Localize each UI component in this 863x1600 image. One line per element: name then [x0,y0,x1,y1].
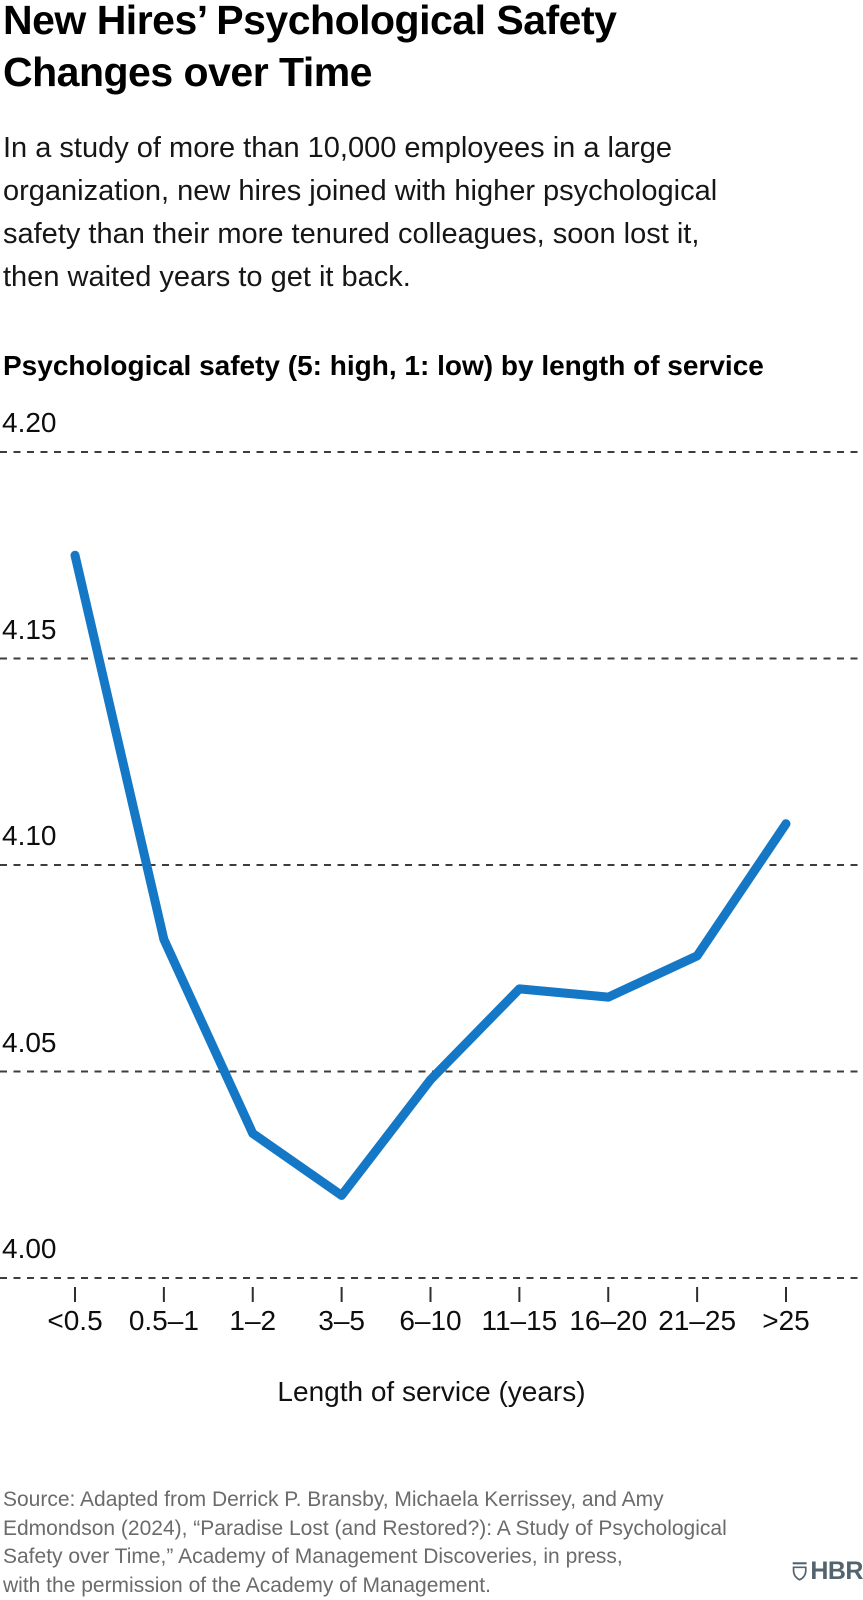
x-axis-label: <0.5 [47,1305,103,1336]
source-line: Source: Adapted from Derrick P. Bransby,… [3,1488,664,1511]
intro-line: then waited years to get it back. [3,261,411,293]
page-title-line: New Hires’ Psychological Safety [3,0,617,43]
x-axis-label: 3–5 [318,1305,365,1336]
source-line: Edmondson (2024), “Paradise Lost (and Re… [3,1516,727,1540]
trend-line [70,550,791,1200]
page-title: New Hires’ Psychological Safety Changes … [3,0,863,98]
x-axis-label: 1–2 [229,1305,277,1336]
chart-title: Psychological safety (5: high, 1: low) b… [3,350,764,381]
x-axis-label: 0.5–1 [128,1305,199,1336]
y-axis-label: 4.00 [2,1233,57,1264]
intro-line: safety than their more tenured colleague… [3,218,700,250]
hbr-logo-text: HBR [810,1557,863,1585]
x-axis-label: 21–25 [658,1305,737,1336]
intro-paragraph: In a study of more than 10,000 employees… [3,127,863,299]
hbr-logo: HBR [792,1554,863,1588]
x-axis-title: Length of service (years) [277,1376,586,1407]
source-note: Source: Adapted from Derrick P. Bransby,… [3,1486,783,1600]
source-line: with the permission of the Academy of Ma… [3,1573,491,1597]
y-axis-label: 4.10 [2,820,57,851]
y-axis-label: 4.20 [2,407,57,438]
y-axis-label: 4.05 [2,1026,57,1058]
hbr-shield-icon [792,1561,807,1581]
intro-line: organization, new hires joined with high… [3,175,718,207]
x-axis-label: 6–10 [399,1305,462,1336]
page-title-line: Changes over Time [3,49,373,95]
x-axis-label: 16–20 [569,1305,648,1336]
x-axis-label: 11–15 [481,1305,558,1336]
x-axis-label: >25 [762,1305,810,1336]
line-chart [0,451,863,1302]
y-axis-label: 4.15 [2,613,57,645]
source-line: Safety over Time,” Academy of Management… [3,1545,623,1568]
intro-line: In a study of more than 10,000 employees… [3,132,673,164]
